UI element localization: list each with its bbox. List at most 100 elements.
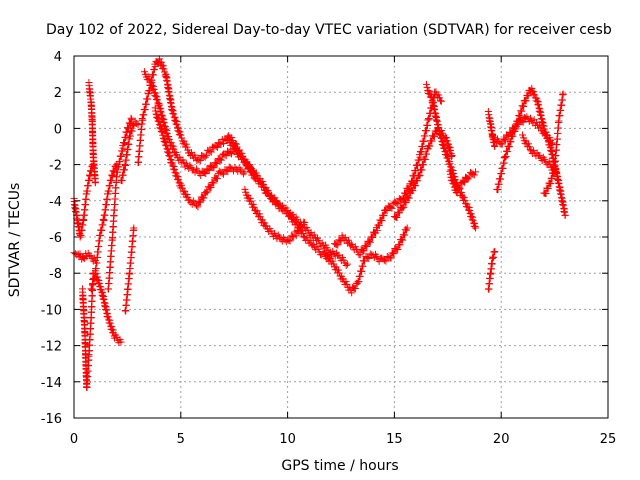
data-point — [453, 189, 461, 197]
data-point — [342, 262, 350, 270]
x-tick-label: 15 — [386, 432, 403, 447]
data-point — [152, 92, 160, 100]
data-point — [436, 94, 444, 102]
data-point — [80, 254, 88, 262]
data-point — [382, 206, 390, 214]
data-point — [561, 211, 569, 219]
data-point — [250, 203, 258, 211]
data-point — [213, 143, 221, 151]
data-point — [207, 148, 215, 156]
series-cesb-track-m — [224, 133, 351, 270]
series-cesb-track-p — [331, 88, 445, 259]
data-point — [369, 233, 377, 241]
data-point — [401, 231, 409, 239]
data-point — [400, 203, 408, 211]
data-point — [168, 159, 176, 167]
data-point — [210, 164, 218, 172]
data-point — [192, 201, 200, 209]
data-point — [202, 189, 210, 197]
data-point — [470, 171, 478, 179]
data-point — [465, 173, 473, 181]
series-cesb-track-i — [121, 224, 138, 315]
data-point — [221, 151, 229, 159]
data-point — [437, 97, 445, 105]
data-point — [405, 194, 413, 202]
data-point — [525, 140, 533, 148]
data-point — [399, 236, 407, 244]
data-point — [127, 114, 135, 122]
data-point — [174, 173, 182, 181]
data-point — [343, 260, 351, 268]
data-point — [177, 131, 185, 139]
data-point — [388, 204, 396, 212]
data-point — [165, 132, 173, 140]
data-point — [288, 232, 296, 240]
data-point — [409, 187, 417, 195]
data-point — [203, 188, 211, 196]
data-point — [394, 246, 402, 254]
data-point — [348, 289, 356, 297]
data-point — [387, 204, 395, 212]
series-cesb-track-j — [134, 55, 334, 263]
data-point — [150, 89, 158, 97]
data-point — [522, 97, 530, 105]
chart-title: Day 102 of 2022, Sidereal Day-to-day VTE… — [46, 22, 612, 38]
data-point — [393, 213, 401, 221]
data-point — [204, 166, 212, 174]
data-point — [514, 121, 522, 129]
axis-ticks: 0 5 10 15 20 25 -16 -14 -12 -10 -8 -6 -4 -2 0 2 4 — [41, 50, 617, 447]
data-point — [390, 250, 398, 258]
data-point — [147, 78, 155, 86]
data-point — [232, 140, 240, 148]
data-point — [373, 226, 381, 234]
data-point — [178, 181, 186, 189]
data-point — [398, 204, 406, 212]
data-point — [456, 184, 464, 192]
y-tick-label: -14 — [41, 376, 62, 391]
y-axis-label: SDTVAR / TECUs — [7, 183, 23, 298]
series-cesb-track-f — [91, 267, 125, 347]
data-point — [423, 83, 431, 91]
data-point — [175, 176, 183, 184]
series-cesb-track-w — [489, 113, 556, 148]
data-point — [300, 233, 308, 241]
data-point — [435, 91, 443, 99]
data-point — [191, 168, 199, 176]
data-point — [151, 63, 159, 71]
data-point — [224, 133, 232, 141]
data-point — [212, 159, 220, 167]
data-point — [183, 190, 191, 198]
grid-lines — [74, 56, 608, 418]
data-point — [134, 121, 142, 129]
data-point — [508, 129, 516, 137]
data-point — [463, 174, 471, 182]
data-point — [363, 242, 371, 250]
data-point — [295, 227, 303, 235]
data-point — [241, 185, 249, 193]
series-cesb-track-x — [519, 131, 569, 219]
data-point — [220, 170, 228, 178]
data-point — [411, 182, 419, 190]
data-point — [259, 180, 267, 188]
data-point — [383, 253, 391, 261]
plot-frame — [73, 55, 609, 419]
data-point — [380, 212, 388, 220]
data-point — [148, 82, 156, 90]
y-tick-label: -12 — [41, 340, 62, 355]
data-point — [153, 96, 161, 104]
data-point — [422, 80, 430, 88]
series-cesb-track-h — [117, 117, 142, 185]
data-point — [382, 257, 390, 265]
y-tick-label: -10 — [41, 303, 62, 318]
data-point — [188, 200, 196, 208]
series-cesb-track-a — [70, 249, 99, 265]
data-point — [511, 125, 519, 133]
series-cesb-track-c — [79, 269, 97, 392]
data-point — [259, 183, 267, 191]
data-point — [249, 200, 257, 208]
data-point — [472, 168, 480, 176]
y-tick-label: 4 — [54, 50, 62, 65]
data-point — [286, 237, 294, 245]
data-point — [202, 151, 210, 159]
data-point — [526, 146, 534, 154]
